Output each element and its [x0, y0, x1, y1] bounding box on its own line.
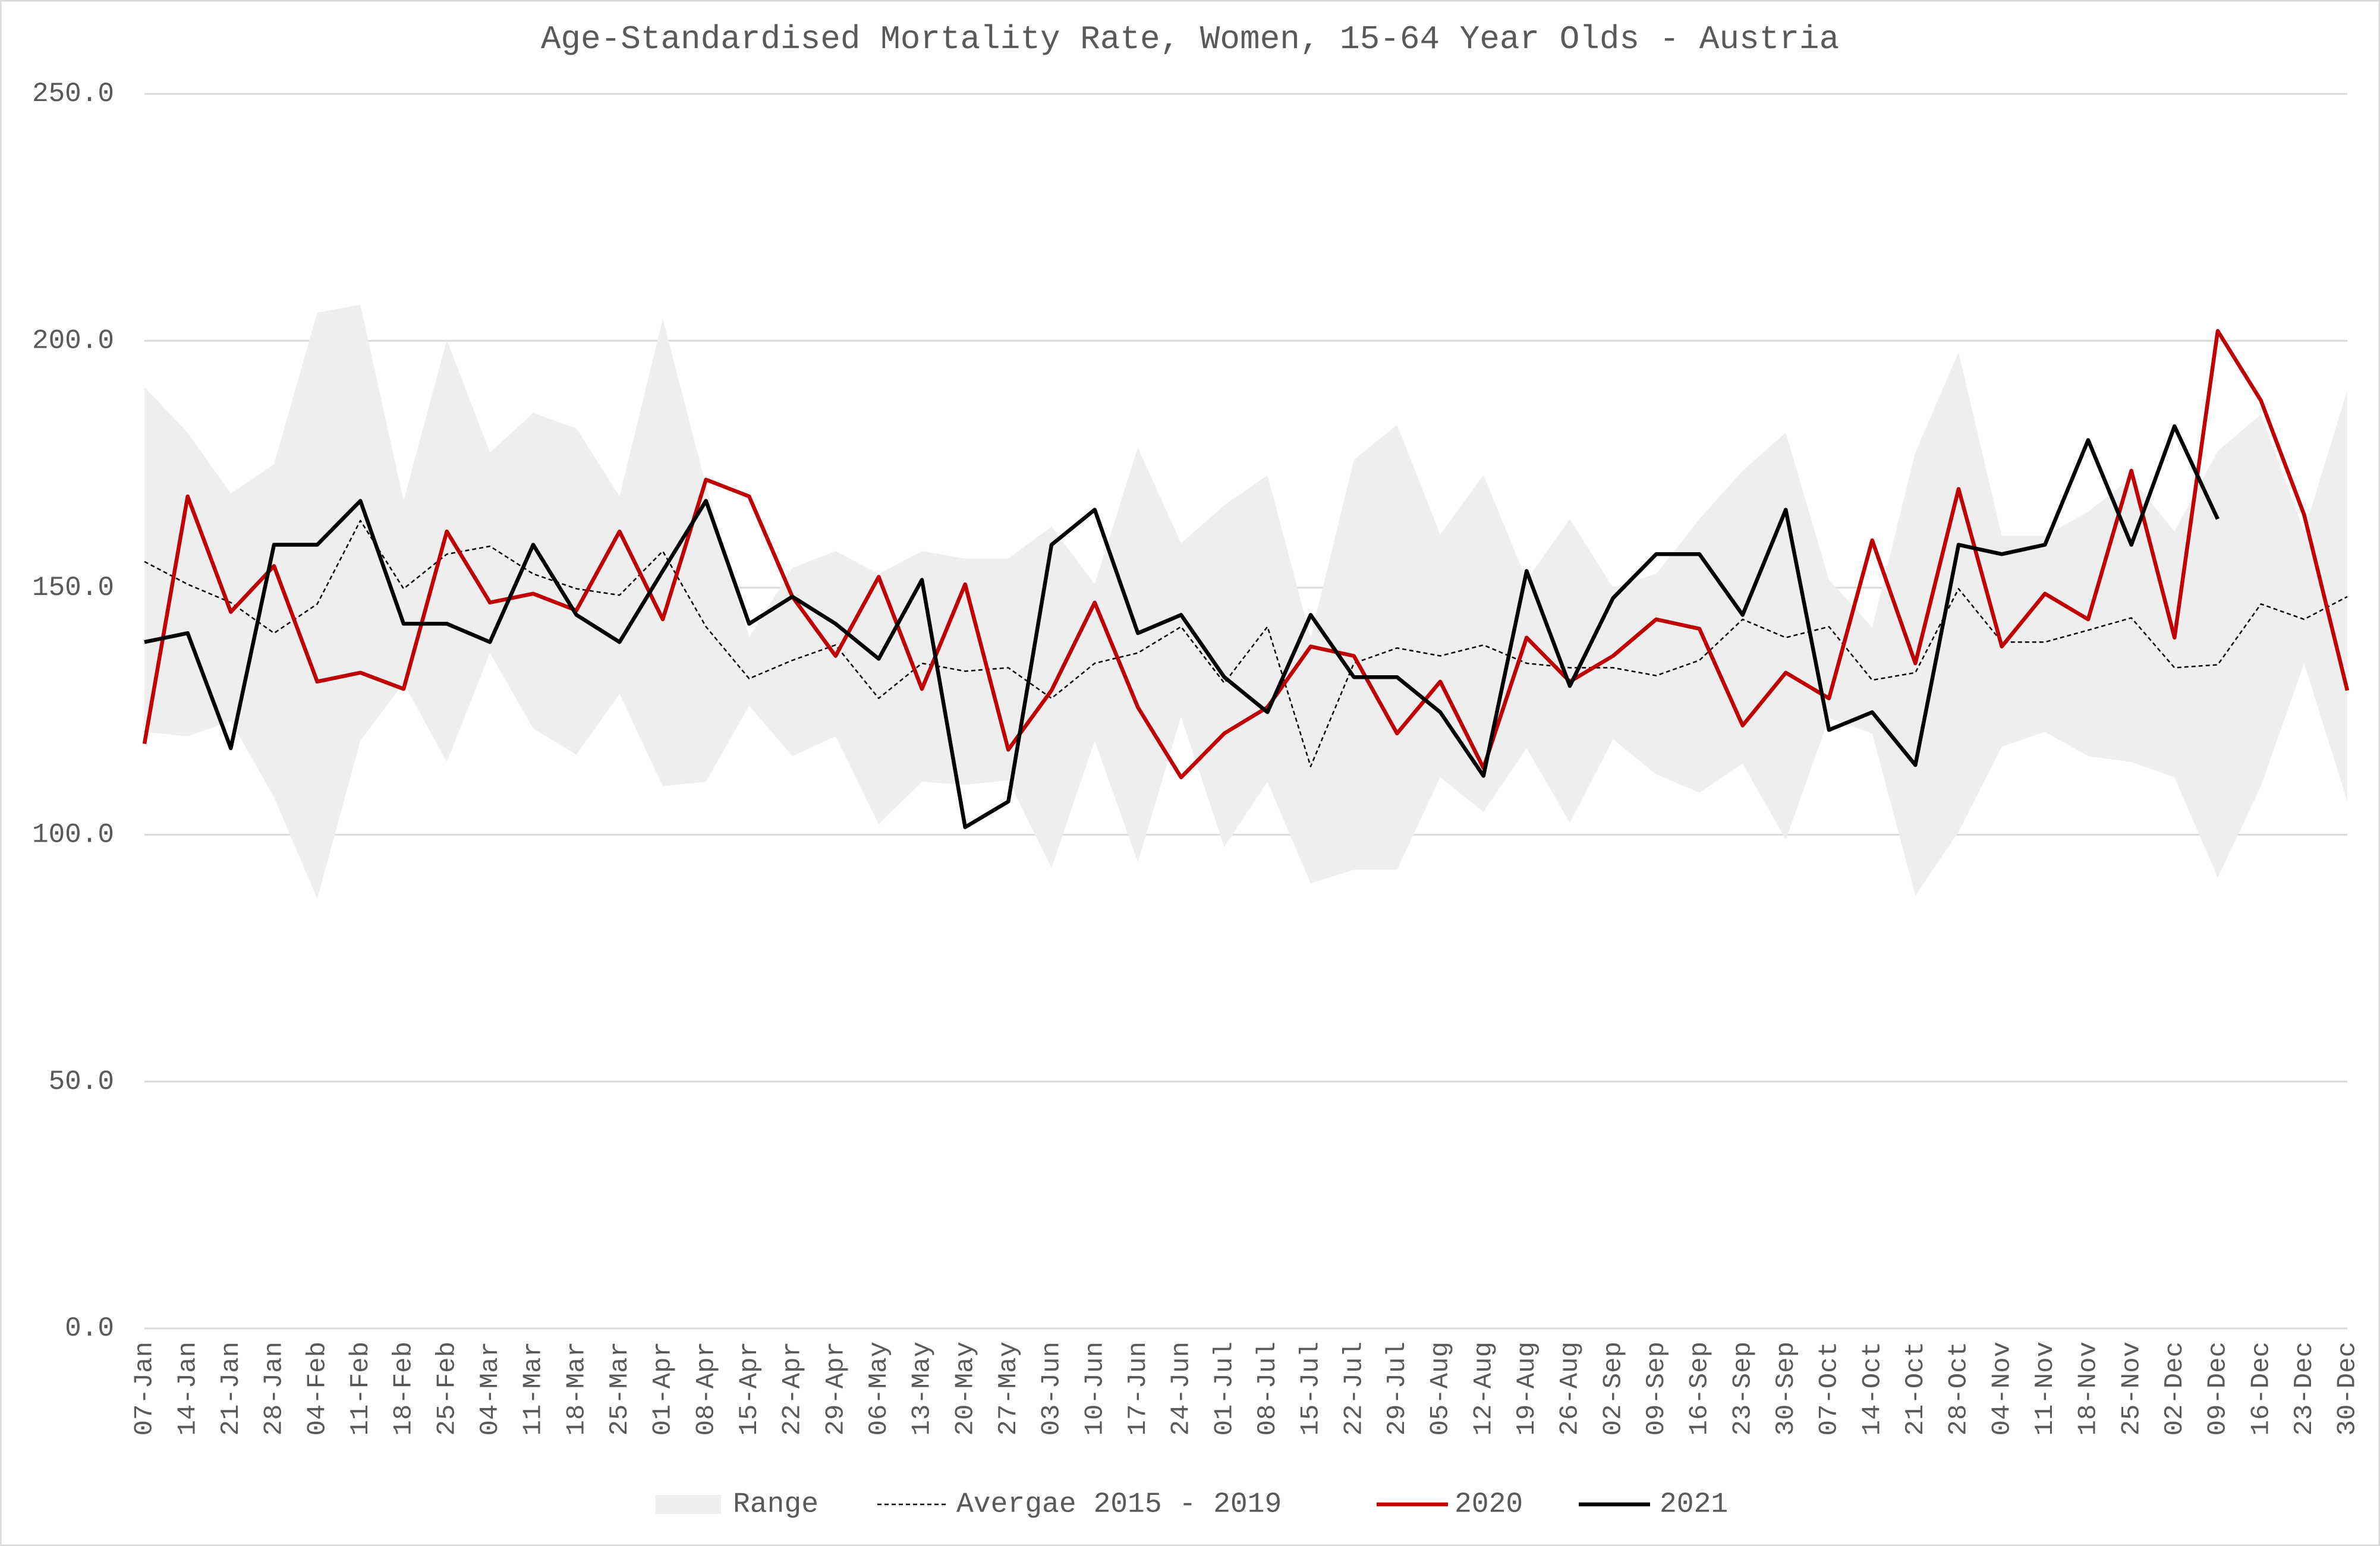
x-tick-label: 13-May — [908, 1342, 937, 1435]
x-tick-label: 07-Jan — [130, 1342, 160, 1435]
legend-label: Range — [733, 1489, 818, 1521]
x-tick-label: 19-Aug — [1512, 1342, 1542, 1435]
x-tick-label: 11-Mar — [519, 1342, 549, 1435]
legend-swatch — [656, 1495, 721, 1514]
x-tick-label: 11-Nov — [2030, 1342, 2060, 1435]
x-tick-label: 28-Oct — [1944, 1342, 1974, 1435]
y-tick-label: 100.0 — [32, 819, 114, 850]
x-tick-label: 10-Jun — [1080, 1342, 1110, 1435]
x-tick-label: 08-Apr — [691, 1342, 721, 1435]
legend-label: 2020 — [1455, 1489, 1523, 1521]
x-tick-label: 22-Apr — [778, 1342, 808, 1435]
x-tick-label: 04-Mar — [476, 1342, 505, 1435]
y-tick-label: 250.0 — [32, 78, 114, 109]
x-tick-label: 14-Jan — [173, 1342, 203, 1435]
x-tick-label: 23-Sep — [1728, 1342, 1758, 1435]
x-tick-label: 09-Sep — [1642, 1342, 1671, 1435]
legend-label: Avergae 2015 - 2019 — [956, 1489, 1282, 1521]
x-tick-label: 15-Apr — [735, 1342, 764, 1435]
x-tick-label: 05-Aug — [1426, 1342, 1456, 1435]
x-tick-label: 08-Jul — [1253, 1342, 1283, 1435]
x-tick-label: 04-Feb — [303, 1342, 332, 1435]
x-tick-label: 14-Oct — [1858, 1342, 1887, 1435]
x-tick-label: 12-Aug — [1469, 1342, 1498, 1435]
x-tick-label: 21-Jan — [216, 1342, 246, 1435]
chart-title: Age-Standardised Mortality Rate, Women, … — [541, 20, 1839, 58]
x-tick-label: 04-Nov — [1987, 1342, 2017, 1435]
x-tick-label: 09-Dec — [2203, 1342, 2233, 1435]
x-tick-label: 26-Aug — [1556, 1342, 1585, 1435]
x-tick-label: 29-Jul — [1383, 1342, 1412, 1435]
x-tick-label: 20-May — [950, 1342, 980, 1435]
x-tick-label: 16-Dec — [2246, 1342, 2276, 1435]
y-tick-label: 0.0 — [65, 1313, 114, 1344]
x-tick-label: 28-Jan — [260, 1342, 289, 1435]
x-tick-label: 03-Jun — [1037, 1342, 1067, 1435]
x-tick-label: 02-Dec — [2160, 1342, 2190, 1435]
x-tick-label: 11-Feb — [346, 1342, 376, 1435]
range-band — [144, 304, 2347, 899]
x-tick-label: 18-Feb — [389, 1342, 419, 1435]
x-tick-label: 18-Nov — [2074, 1342, 2104, 1435]
x-tick-label: 25-Nov — [2117, 1342, 2146, 1435]
x-tick-label: 30-Sep — [1771, 1342, 1801, 1435]
x-tick-label: 29-Apr — [821, 1342, 851, 1435]
x-tick-label: 25-Mar — [605, 1342, 635, 1435]
x-tick-label: 06-May — [864, 1342, 894, 1435]
y-tick-label: 150.0 — [32, 572, 114, 603]
x-tick-label: 16-Sep — [1685, 1342, 1715, 1435]
x-tick-label: 01-Jul — [1210, 1342, 1239, 1435]
x-tick-label: 23-Dec — [2290, 1342, 2319, 1435]
x-tick-label: 01-Apr — [648, 1342, 678, 1435]
y-tick-label: 200.0 — [32, 326, 114, 357]
x-tick-label: 07-Oct — [1815, 1342, 1844, 1435]
y-tick-label: 50.0 — [49, 1066, 114, 1097]
x-tick-label: 17-Jun — [1123, 1342, 1153, 1435]
x-tick-label: 30-Dec — [2333, 1342, 2363, 1435]
series-line — [144, 424, 2220, 829]
x-tick-label: 15-Jul — [1296, 1342, 1326, 1435]
x-tick-label: 27-May — [994, 1342, 1024, 1435]
legend-label: 2021 — [1660, 1489, 1728, 1521]
x-tick-label: 18-Mar — [562, 1342, 591, 1435]
x-tick-label: 02-Sep — [1598, 1342, 1628, 1435]
x-tick-label: 21-Oct — [1901, 1342, 1931, 1435]
x-tick-label: 24-Jun — [1167, 1342, 1197, 1435]
x-tick-label: 22-Jul — [1339, 1342, 1369, 1435]
x-tick-label: 25-Feb — [432, 1342, 462, 1435]
series-line — [144, 519, 2348, 767]
